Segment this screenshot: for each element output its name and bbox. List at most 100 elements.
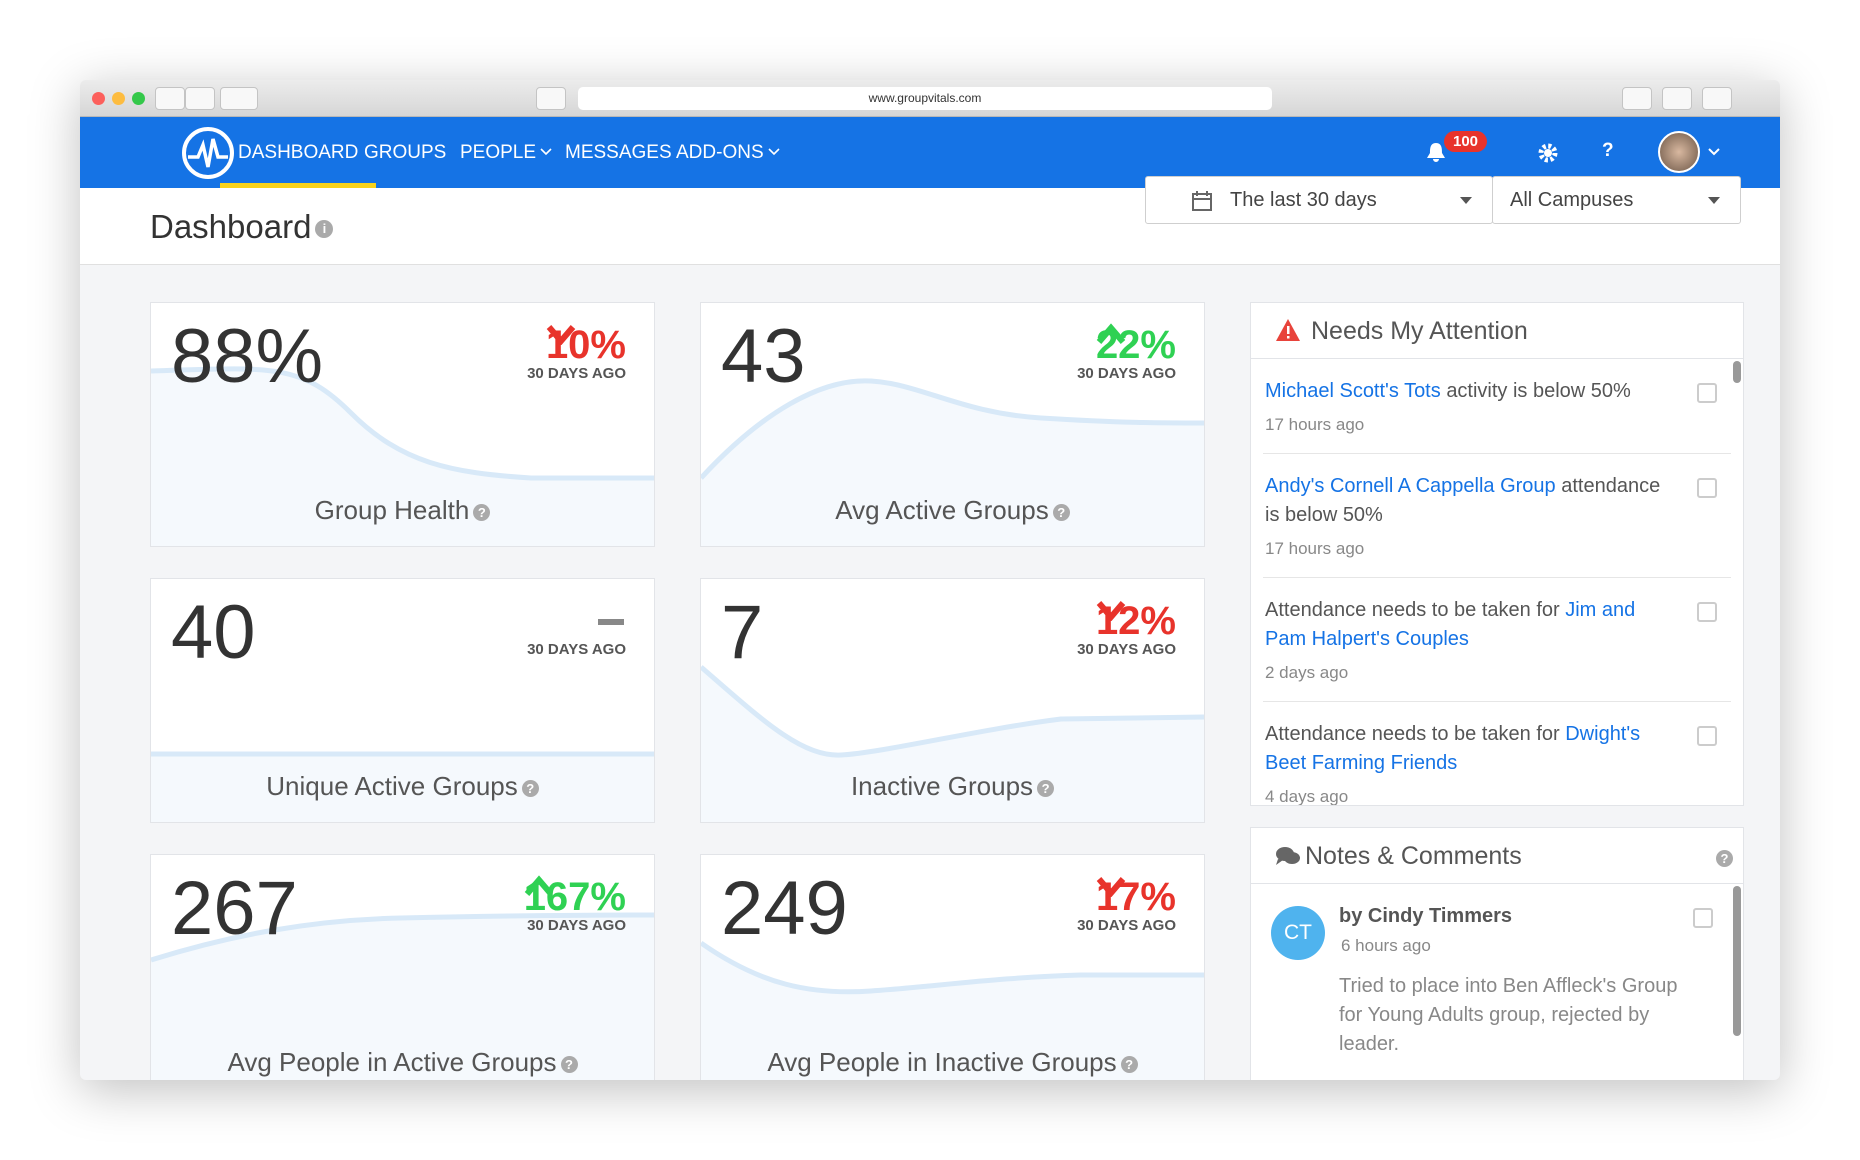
nav-item[interactable]: PEOPLE <box>442 117 570 188</box>
group-link[interactable]: Andy's Cornell A Cappella Group <box>1265 475 1556 497</box>
trend-sparkline <box>701 665 1204 822</box>
chevron <box>768 148 780 156</box>
sidebar-button[interactable] <box>220 87 258 110</box>
trend-arrow <box>1096 323 1126 344</box>
help-icon[interactable]: ? <box>1037 779 1055 797</box>
metric-value: 249 <box>721 866 848 951</box>
metric-value: 88% <box>171 314 324 399</box>
nav-item[interactable]: GROUPS <box>346 117 464 188</box>
metric-label-text: Inactive Groups <box>850 771 1034 801</box>
trend-arrow <box>1096 601 1126 621</box>
attention-list: Michael Scott's Tots activity is below 5… <box>1251 359 1743 805</box>
user-avatar[interactable] <box>1658 131 1700 173</box>
help-icon[interactable]: ? <box>521 779 539 797</box>
help-icon[interactable]: ? <box>1052 503 1070 521</box>
change-text: 12% <box>1095 599 1176 643</box>
nav-bar: DASHBOARD GROUPS PEOPLE MESSAGES ADD-ONS 100… <box>80 117 1780 188</box>
metric-label-text: Avg Active Groups <box>835 495 1049 525</box>
logo[interactable] <box>180 125 236 181</box>
metric-value: 7 <box>721 590 764 675</box>
metric-period: 30 DAYS AGO <box>527 365 626 382</box>
chevron <box>540 148 552 156</box>
help-icon[interactable]: ? <box>560 1055 578 1073</box>
metric-period: 30 DAYS AGO <box>527 917 626 934</box>
minimize-button[interactable] <box>112 92 125 105</box>
checkbox[interactable] <box>1697 383 1717 403</box>
nav-item[interactable]: ADD-ONS <box>658 117 798 188</box>
metric-card: 267 167% 30 DAYS AGO Avg People in Active G… <box>150 854 655 1080</box>
nav-item[interactable]: DASHBOARD <box>220 117 377 188</box>
info-icon[interactable]: i <box>315 220 334 239</box>
help-icon[interactable]: ? <box>1120 1055 1138 1073</box>
campus-text: All Campuses <box>1510 189 1634 211</box>
metric-card: 249 17% 30 DAYS AGO Avg People in Inactive … <box>700 854 1205 1080</box>
change-text: 17% <box>1095 875 1176 919</box>
nav-label: PEOPLE <box>460 142 537 163</box>
group-link[interactable]: Jim and Pam Halpert's Couples <box>1265 599 1636 650</box>
caret <box>1708 197 1720 204</box>
change-text: 10% <box>545 323 626 367</box>
scrollbar[interactable] <box>1733 361 1741 383</box>
calendar-icon <box>1192 191 1212 211</box>
checkbox[interactable] <box>1697 602 1717 622</box>
zoom-button[interactable] <box>132 92 145 105</box>
metric-change: 167% <box>524 875 626 920</box>
bell-icon[interactable] <box>1426 141 1446 163</box>
metric-period: 30 DAYS AGO <box>1077 641 1176 658</box>
attention-item: Attendance needs to be taken for Jim and… <box>1263 578 1731 702</box>
page-title: Dashboard i <box>150 208 334 246</box>
panel-header: Needs My Attention <box>1251 303 1743 359</box>
group-link[interactable]: Dwight's Beet Farming Friends <box>1265 723 1641 774</box>
chevron <box>1708 148 1720 156</box>
attention-text: Michael Scott's Tots activity is below 5… <box>1265 377 1671 406</box>
nav-item[interactable]: MESSAGES <box>547 117 690 188</box>
close-button[interactable] <box>92 92 105 105</box>
metric-card: 43 22% 30 DAYS AGO Avg Active Groups? <box>700 302 1205 547</box>
back-button[interactable] <box>155 87 185 110</box>
browser-window: www.groupvitals.com DASHBOARD GROUPS PEOPL… <box>80 80 1780 1080</box>
settings-icon[interactable] <box>1538 143 1558 163</box>
metric-card: 7 12% 30 DAYS AGO Inactive Groups? <box>700 578 1205 823</box>
forward-button[interactable] <box>185 87 215 110</box>
share-button[interactable] <box>1662 87 1692 110</box>
metric-value: 43 <box>721 314 806 399</box>
trend-sparkline <box>151 366 654 546</box>
address-bar[interactable]: www.groupvitals.com <box>578 87 1272 110</box>
help-button[interactable]: ? <box>1602 140 1614 161</box>
panel-header: Notes & Comments? <box>1251 828 1743 884</box>
trend-sparkline <box>701 940 1204 1080</box>
download-button[interactable] <box>1622 87 1652 110</box>
metric-label-text: Avg People in Active Groups <box>227 1047 557 1077</box>
no-change-dash <box>598 619 624 625</box>
notes-panel: Notes & Comments? CT by Cindy Timmers 6 ho… <box>1250 827 1744 1080</box>
campus-select[interactable]: All Campuses <box>1492 176 1741 224</box>
attention-message: activity is below 50% <box>1446 380 1631 402</box>
metric-change: 10% <box>546 323 626 368</box>
checkbox[interactable] <box>1697 726 1717 746</box>
metric-label-text: Group Health <box>314 495 470 525</box>
attention-item: Attendance needs to be taken for Dwight'… <box>1263 702 1731 805</box>
help-icon[interactable]: ? <box>473 503 491 521</box>
help-icon[interactable]: ? <box>1716 850 1733 867</box>
checkbox[interactable] <box>1693 908 1713 928</box>
metric-change: 22% <box>1096 323 1176 368</box>
nav-label: GROUPS <box>364 142 447 163</box>
checkbox[interactable] <box>1697 478 1717 498</box>
attention-panel: Needs My Attention Michael Scott's Tots … <box>1250 302 1744 806</box>
page-title-text: Dashboard <box>150 208 312 245</box>
home-button[interactable] <box>536 87 566 110</box>
date-range-select[interactable]: The last 30 days <box>1145 176 1493 224</box>
tabs-button[interactable] <box>1702 87 1732 110</box>
metric-label: Avg Active Groups? <box>701 495 1204 526</box>
notification-badge: 100 <box>1444 131 1488 152</box>
metric-label-text: Avg People in Inactive Groups <box>767 1047 1117 1077</box>
metric-value: 267 <box>171 866 298 951</box>
metric-change: 12% <box>1096 599 1176 644</box>
caret <box>1460 197 1472 204</box>
item-time: 17 hours ago <box>1265 539 1365 558</box>
group-link[interactable]: Michael Scott's Tots <box>1265 380 1441 402</box>
metric-period: 30 DAYS AGO <box>1077 365 1176 382</box>
metric-card: 88% 10% 30 DAYS AGO Group Health? <box>150 302 655 547</box>
scrollbar[interactable] <box>1733 886 1741 1036</box>
metric-label: Group Health? <box>151 495 654 526</box>
